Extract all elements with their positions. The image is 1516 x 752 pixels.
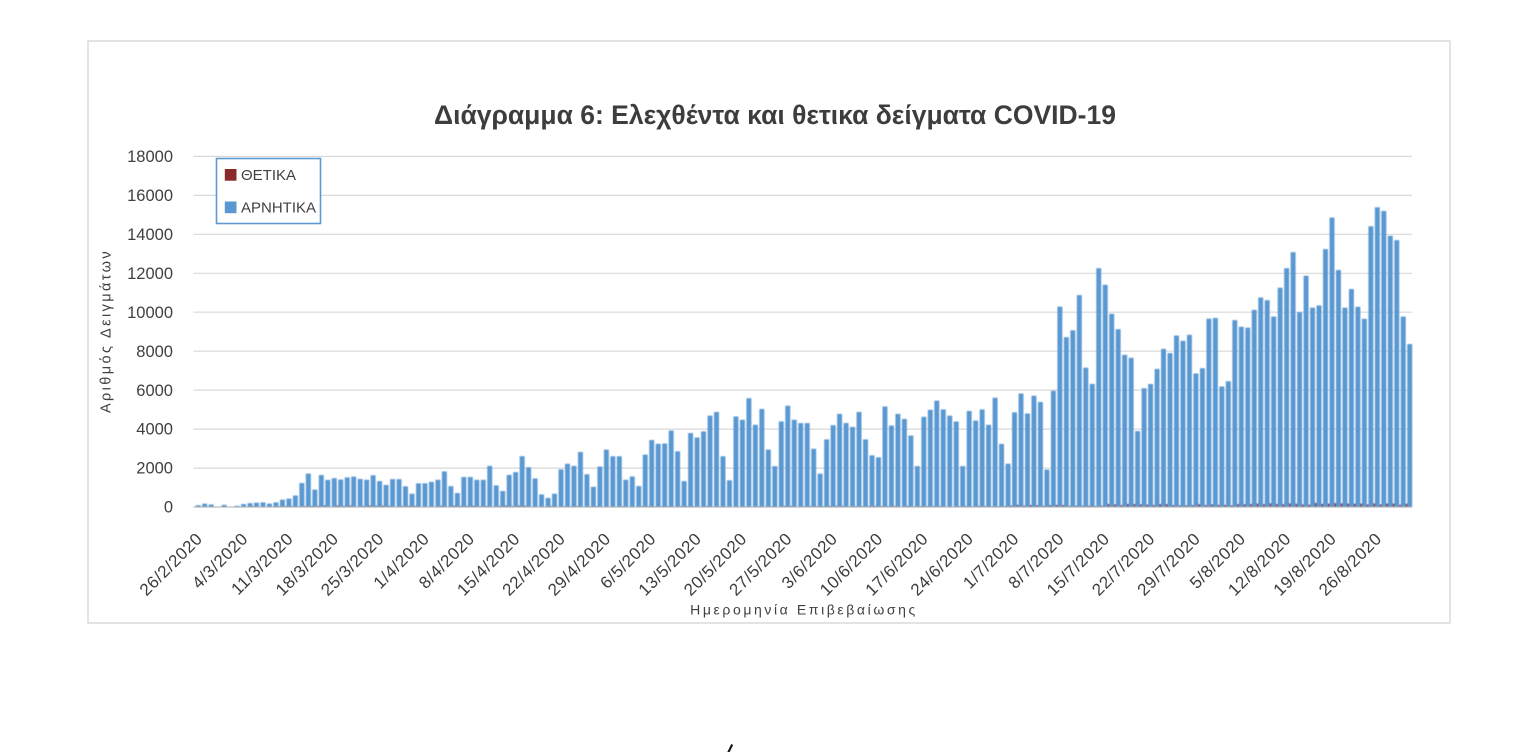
- svg-text:12000: 12000: [127, 265, 173, 283]
- svg-text:0: 0: [164, 499, 173, 517]
- svg-text:14000: 14000: [127, 226, 173, 244]
- svg-text:16000: 16000: [127, 187, 173, 205]
- svg-text:6000: 6000: [136, 382, 173, 400]
- svg-text:10000: 10000: [127, 304, 173, 322]
- svg-text:18000: 18000: [127, 148, 173, 166]
- svg-text:Ημερομηνία Επιβεβαίωσης: Ημερομηνία Επιβεβαίωσης: [690, 602, 918, 618]
- svg-text:Αριθμός Δειγμάτων: Αριθμός Δειγμάτων: [99, 249, 115, 413]
- svg-text:8000: 8000: [136, 343, 173, 361]
- svg-text:Διάγραμμα 6: Ελεχθέντα και θετ: Διάγραμμα 6: Ελεχθέντα και θετικα δείγμα…: [434, 100, 1116, 130]
- svg-text:ΘΕΤΙΚΑ: ΘΕΤΙΚΑ: [241, 167, 296, 184]
- svg-text:4000: 4000: [136, 421, 173, 439]
- svg-text:2000: 2000: [136, 460, 173, 478]
- svg-text:ΑΡΝΗΤΙΚΑ: ΑΡΝΗΤΙΚΑ: [241, 200, 316, 217]
